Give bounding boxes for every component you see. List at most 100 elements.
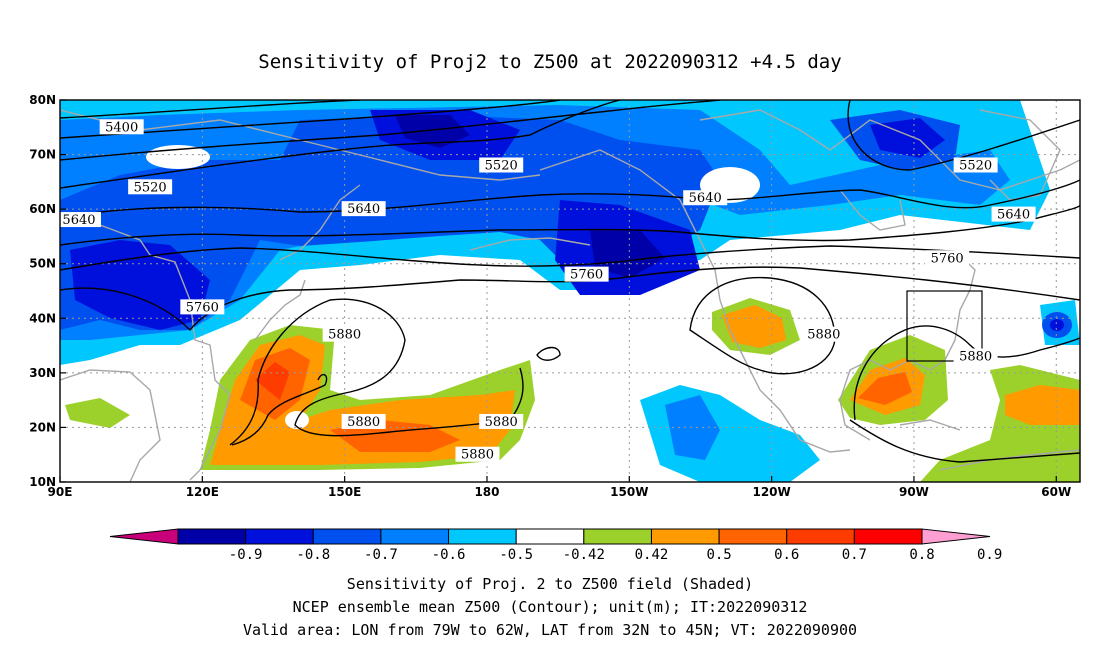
lat-tick-label: 40N [29,311,56,325]
shade-pos-06d [722,305,786,348]
contour-label-bg [479,157,524,173]
coast-alaska [539,149,721,301]
contour-label: 5640 [991,206,1036,223]
contour-label-text: 5880 [461,448,494,463]
contour-label-text: 5640 [347,202,380,217]
map-panel: 5400 5520 5640 5520 5640 5640 5760 5760 5760 5640… [29,93,1081,499]
contour-label: 5640 [683,190,728,206]
caption-line-3: Valid area: LON from 79W to 62W, LAT fro… [243,621,857,639]
contour-label-text: 5880 [328,328,361,343]
lon-tick-label: 150E [328,485,361,499]
colorbar-tick-label: 0.6 [774,547,799,563]
contour-label: 5880 [455,446,500,463]
coast-asia [60,214,231,481]
shade-pos-07e [858,372,912,405]
coast-kamchatka [279,184,361,261]
contour-5880-atl [853,325,1080,421]
contour-label-text: 5760 [186,300,219,315]
contour-label-bg [564,266,609,282]
colorbar: -0.9 -0.8 -0.7 -0.6 -0.5 -0.42 0.42 0.5 0.6 0.7 0.… [109,528,1002,563]
longitude-axis: 90E 120E 150E 180 150W 120W 90W 60W [48,476,1071,499]
contour-label-text: 5400 [105,120,138,135]
contour-5640-a [60,100,721,161]
lon-tick-label: 180 [474,485,499,499]
caption-line-2: NCEP ensemble mean Z500 (Contour); unit(… [293,598,808,616]
shade-neg-atl-core [1050,319,1064,331]
shade-pos-05c [65,398,130,428]
coast-greenland [979,109,1061,201]
contour-label: 5520 [953,157,998,173]
contour-label: 5880 [953,348,998,364]
colorbar-tick-label: -0.5 [499,547,533,563]
shade-pos-08 [255,362,290,400]
colorbar-tick-label: 0.5 [706,547,731,563]
lat-tick-label: 80N [29,93,56,107]
colorbar-swatch [515,528,585,545]
colorbar-tick-label: -0.9 [229,547,263,563]
colorbar-swatch [380,528,450,545]
contour-5400 [60,100,361,119]
colorbar-tick-label: 0.8 [909,547,934,563]
coast-asia-2 [60,369,161,482]
shade-neg-09 [395,115,470,148]
lon-tick-label: 120W [752,485,790,499]
contour-label-bg [322,326,367,342]
contour-label-text: 5760 [570,268,603,283]
colorbar-swatch [853,528,923,545]
colorbar-swatch [583,528,652,545]
contour-label: 5760 [180,299,225,315]
coast-caribbean [899,419,961,431]
shade-neg-09b [590,230,665,278]
contour-5880-lower [849,419,1080,463]
contour-label-text: 5880 [959,349,992,364]
colorbar-swatch [245,528,314,545]
contour-label: 5880 [801,326,846,343]
contour-label: 5640 [56,212,101,228]
contour-label-layer: 5400 5520 5640 5520 5640 5640 5760 5760 5760 5640… [56,119,1036,463]
contour-label-bg [99,119,144,135]
contour-label-bg [991,206,1036,222]
shade-neg-06b [665,395,720,460]
contour-label-bg [341,201,386,217]
colorbar-extend-low [109,528,179,545]
contour-5520-w [60,100,561,139]
lon-tick-label: 150W [610,485,648,499]
contour-label: 5640 [341,201,386,217]
colorbar-tick-label: -0.8 [296,547,330,563]
z500-contours [60,100,1080,463]
contour-5880-loop [231,373,328,446]
contour-label-bg [683,190,728,206]
contour-label: 5760 [564,266,609,283]
coast-na-arctic [699,109,1080,191]
contour-label: 5880 [341,413,386,430]
contour-label-bg [128,179,173,195]
contour-label-bg [925,250,970,266]
lon-tick-label: 90W [899,485,929,499]
lat-tick-label: 20N [29,420,56,434]
lat-tick-label: 50N [29,257,56,271]
contour-label-bg [953,348,998,364]
colorbar-swatch [718,528,788,545]
contour-label-text: 5880 [485,415,518,430]
contour-5880-west [229,298,524,446]
colorbar-swatch [312,528,382,545]
caption-line-1: Sensitivity of Proj. 2 to Z500 field (Sh… [347,575,753,593]
contour-label-text: 5640 [689,191,722,206]
valid-area-box [906,290,983,362]
captions: Sensitivity of Proj. 2 to Z500 field (Sh… [243,575,857,639]
colorbar-swatch [786,528,855,545]
contour-label-bg [56,212,101,228]
contour-label-text: 5520 [134,180,167,195]
contour-label-text: 5880 [347,415,380,430]
colorbar-tick-label: 0.7 [842,547,867,563]
colorbar-extend-high [921,528,991,545]
colorbar-tick-label: -0.7 [364,547,398,563]
lat-tick-label: 70N [29,148,56,162]
shade-hole [146,145,210,169]
contour-5520-ne [847,100,1080,171]
latitude-axis: 80N 70N 60N 50N 40N 30N 20N 10N [29,93,66,489]
contour-5760-lo [60,266,1080,332]
contour-label-text: 5880 [807,328,840,343]
contour-5760-a [60,204,1080,246]
